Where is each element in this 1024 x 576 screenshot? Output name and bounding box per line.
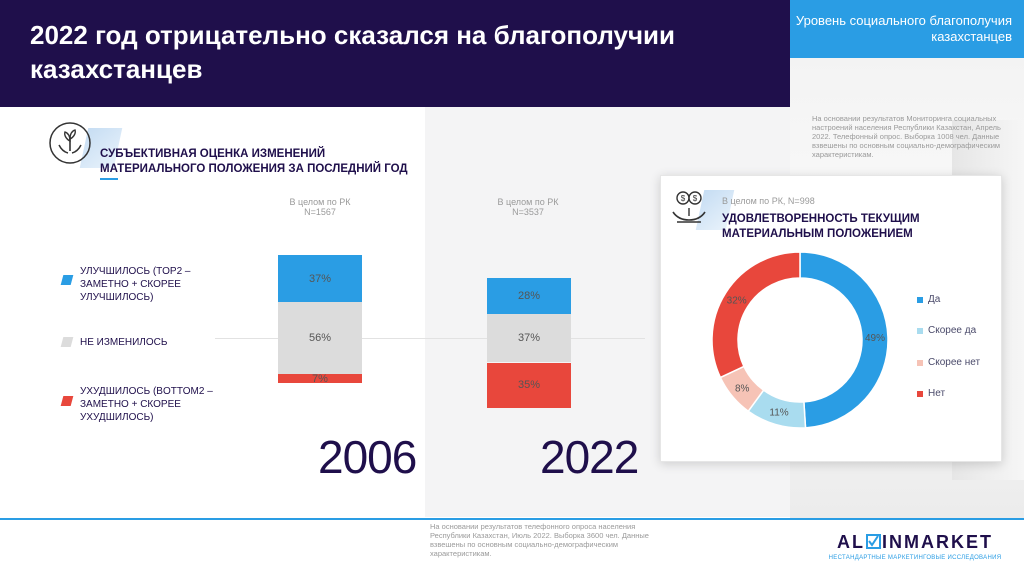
bar-segment-2006: 7% — [278, 372, 362, 385]
bar-value-label: 37% — [308, 272, 332, 285]
donut-slice-3 — [711, 251, 801, 379]
hand-coins-icon: $ $ — [667, 186, 711, 230]
section1-underline — [100, 178, 118, 180]
base-label-2022: В целом по РК N=3537 — [478, 197, 578, 217]
legend-label-unchanged: НЕ ИЗМЕНИЛОСЬ — [80, 337, 168, 348]
legend-swatch-worsened — [60, 396, 74, 406]
base-label-line2: N=3537 — [512, 207, 544, 217]
donut-legend-yes: Да — [928, 294, 941, 305]
corner-label: Уровень социального благополучия казахст… — [795, 13, 1012, 44]
donut-legend-rather-no: Скорее нет — [928, 357, 981, 368]
chart-baseline — [215, 338, 645, 339]
card-title: УДОВЛЕТВОРЕННОСТЬ ТЕКУЩИМ МАТЕРИАЛЬНЫМ П… — [722, 213, 920, 240]
base-label-line1: В целом по РК — [497, 197, 559, 207]
logo-wordmark: AL INMARKET — [820, 532, 1010, 553]
top-source-note: На основании результатов Мониторинга соц… — [812, 114, 1001, 159]
bar-segment-2022: 37% — [487, 314, 571, 363]
donut-value-label: 8% — [735, 383, 750, 394]
donut-legend-swatch-rather-yes — [917, 328, 923, 334]
bar-value-label: 7% — [312, 372, 328, 385]
bar-value-label: 37% — [517, 332, 541, 345]
donut-value-label: 49% — [865, 333, 885, 344]
donut-legend-swatch-rather-no — [917, 360, 923, 366]
donut-value-label: 32% — [727, 295, 747, 306]
alinmarket-logo: AL INMARKET НЕСТАНДАРТНЫЕ МАРКЕТИНГОВЫЕ И… — [820, 532, 1010, 561]
bar-value-label: 28% — [517, 290, 541, 303]
svg-text:$: $ — [681, 194, 686, 203]
bar-value-label: 35% — [517, 379, 541, 392]
donut-legend-no: Нет — [928, 388, 946, 399]
donut-slice-0 — [799, 251, 889, 429]
donut-value-label: 11% — [769, 408, 788, 419]
year-2022: 2022 — [540, 431, 639, 483]
donut-legend-swatch-no — [917, 391, 923, 397]
bottom-source-note: На основании результатов телефонного опр… — [430, 522, 649, 558]
donut-legend-rather-yes: Скорее да — [928, 325, 977, 336]
logo-right: INMARKET — [882, 532, 993, 552]
bar-segment-2022: 28% — [487, 278, 571, 315]
checkbox-icon — [866, 534, 881, 549]
logo-left: AL — [837, 532, 865, 552]
bar-value-label: 56% — [308, 332, 332, 345]
card-base-label: В целом по РК, N=998 — [722, 196, 815, 206]
legend-label-improved: УЛУЧШИЛОСЬ (TOP2 – ЗАМЕТНО + СКОРЕЕ УЛУЧ… — [80, 266, 191, 303]
legend-swatch-improved — [60, 275, 74, 285]
svg-text:$: $ — [693, 194, 698, 203]
section1-title: СУБЪЕКТИВНАЯ ОЦЕНКА ИЗМЕНЕНИЙ МАТЕРИАЛЬН… — [100, 148, 408, 175]
footer-line — [0, 518, 1024, 520]
base-label-line1: В целом по РК — [289, 197, 351, 207]
logo-tagline: НЕСТАНДАРТНЫЕ МАРКЕТИНГОВЫЕ ИССЛЕДОВАНИЯ — [828, 555, 1002, 561]
bar-segment-2022: 35% — [487, 362, 571, 408]
corner-label-box: Уровень социального благополучия казахст… — [790, 0, 1024, 58]
donut-legend-swatch-yes — [917, 297, 923, 303]
donut-chart: 49% 11% 8% 32% — [711, 251, 889, 429]
year-2006: 2006 — [318, 431, 417, 483]
hands-plant-icon — [48, 121, 92, 165]
base-label-line2: N=1567 — [304, 207, 336, 217]
header-banner — [0, 0, 790, 107]
bar-segment-2006: 37% — [278, 255, 362, 303]
page-title: 2022 год отрицательно сказался на благоп… — [30, 20, 676, 84]
bar-segment-2006: 56% — [278, 302, 362, 375]
base-label-2006: В целом по РК N=1567 — [270, 197, 370, 217]
legend-label-worsened: УХУДШИЛОСЬ (BOTTOM2 – ЗАМЕТНО + СКОРЕЕ У… — [80, 386, 213, 423]
legend-swatch-unchanged — [60, 337, 74, 347]
